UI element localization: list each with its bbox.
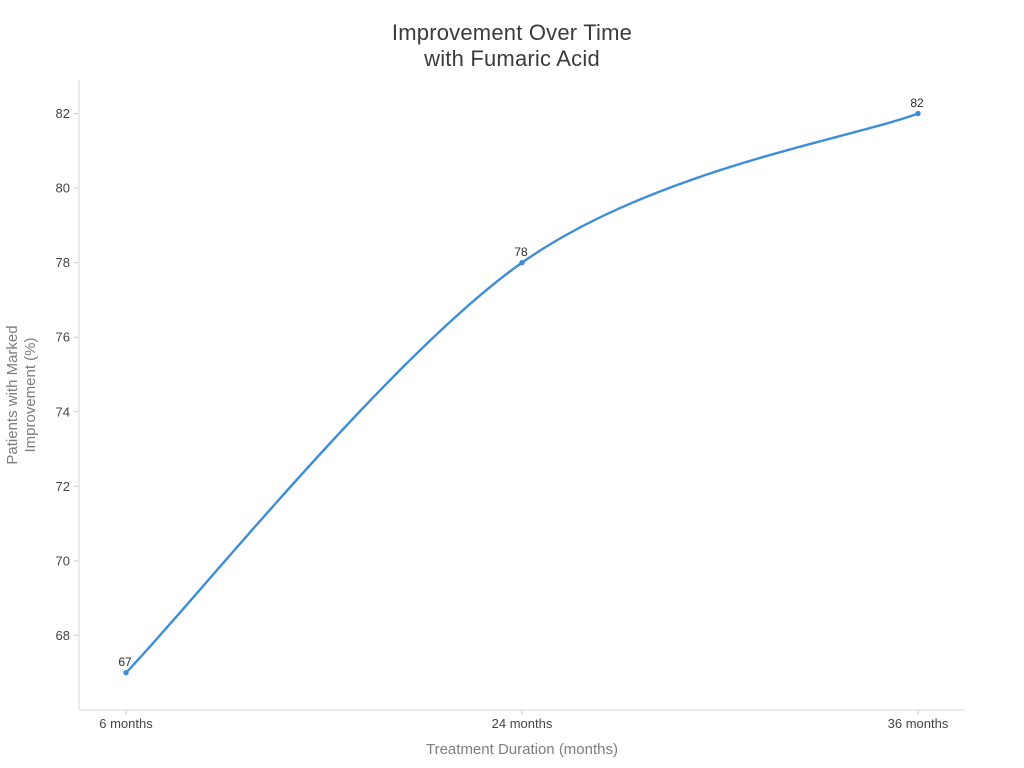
chart-title-line2: with Fumaric Acid xyxy=(424,46,600,71)
y-axis-tick-label: 78 xyxy=(56,255,70,270)
data-point-marker xyxy=(123,670,129,676)
y-axis-tick-label: 68 xyxy=(56,628,70,643)
y-axis-tick-label: 72 xyxy=(56,479,70,494)
series-fumaric-acid: 67 78 82 xyxy=(118,96,924,676)
x-axis: 6 months 24 months 36 months xyxy=(79,709,965,731)
y-axis-title-line1: Patients with Marked xyxy=(4,325,21,464)
x-axis-tick-label: 24 months xyxy=(492,716,553,731)
x-axis-title: Treatment Duration (months) xyxy=(426,741,618,758)
y-axis-tick-label: 82 xyxy=(56,106,70,121)
chart-title: Improvement Over Time with Fumaric Acid xyxy=(0,20,1024,72)
x-axis-tick-label: 36 months xyxy=(888,716,949,731)
y-axis-tick-label: 76 xyxy=(56,330,70,345)
x-axis-tick-label: 6 months xyxy=(99,716,153,731)
chart-title-line1: Improvement Over Time xyxy=(391,20,633,45)
series-line xyxy=(124,112,920,674)
y-axis-tick-label: 80 xyxy=(56,181,70,196)
data-point-label: 82 xyxy=(910,96,924,110)
y-axis-tick-label: 74 xyxy=(56,404,70,419)
data-point-label: 78 xyxy=(514,245,528,259)
y-axis-tick-label: 70 xyxy=(56,553,70,568)
y-axis: 68 70 72 74 76 78 80 82 xyxy=(56,80,80,710)
data-point-marker xyxy=(915,110,921,117)
y-axis-title-line2: Improvement (%) xyxy=(22,337,39,452)
data-point-marker xyxy=(519,259,525,266)
data-point-label: 67 xyxy=(118,655,132,669)
